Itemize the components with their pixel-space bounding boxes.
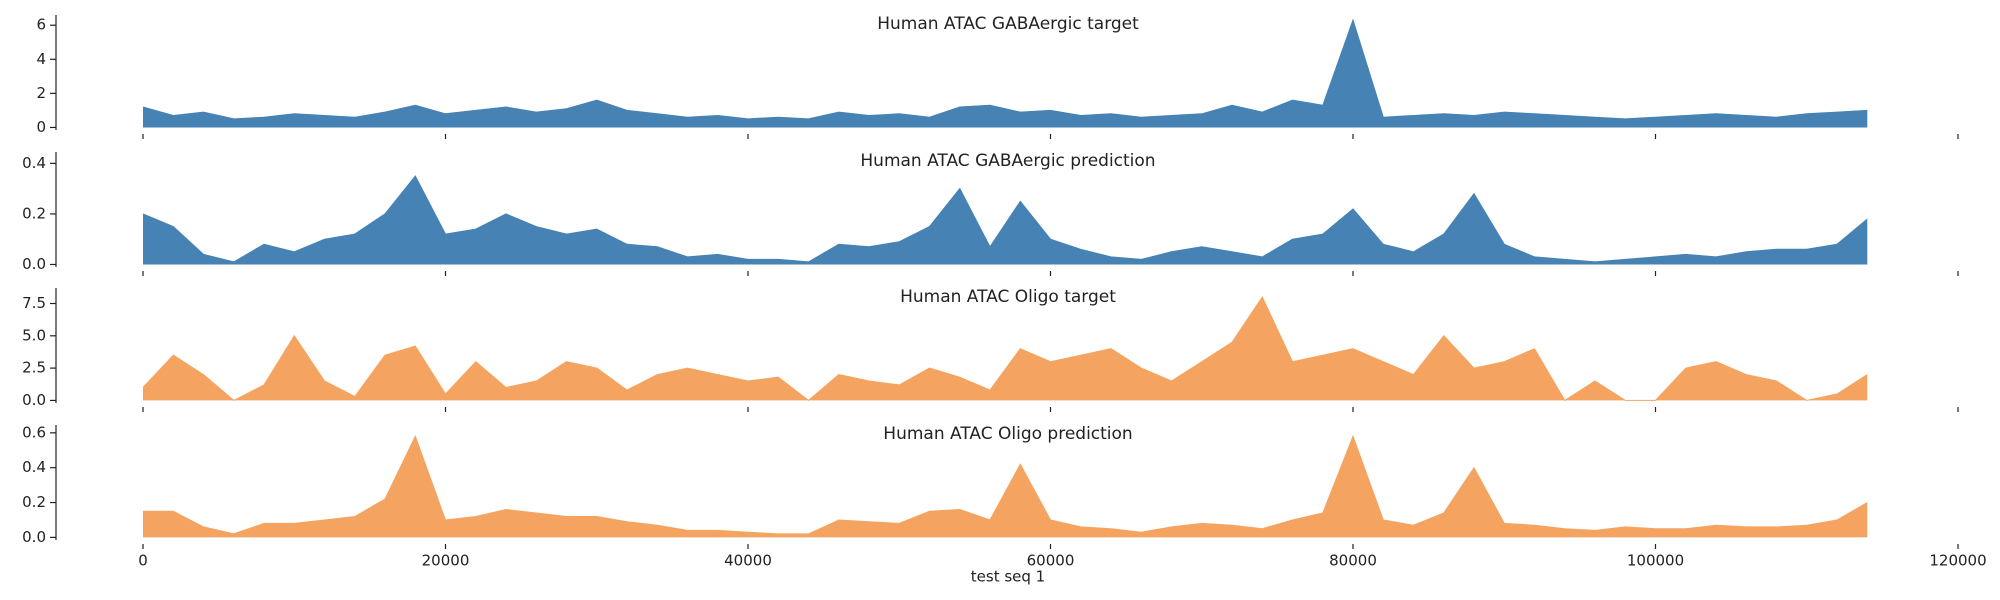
y-tick-label: 0.2: [22, 493, 46, 511]
y-tick-label: 0.4: [22, 458, 46, 476]
y-tick-label: 0.0: [22, 391, 46, 409]
x-tick-label: 100000: [1627, 552, 1684, 570]
area-line: [142, 175, 1868, 263]
area-fill: [143, 176, 1868, 265]
area-line: [142, 295, 1868, 402]
x-tick-label: 20000: [422, 552, 470, 570]
y-tick-label: 0: [36, 118, 46, 136]
panel-title: Human ATAC Oligo prediction: [883, 424, 1132, 444]
y-tick-label: 5.0: [22, 326, 46, 344]
x-tick-label: 80000: [1329, 552, 1377, 570]
x-axis-label: test seq 1: [971, 568, 1045, 586]
y-tick-label: 0.2: [22, 204, 46, 222]
x-tick-label: 120000: [1929, 552, 1986, 570]
y-tick-label: 2: [36, 84, 46, 102]
y-tick-label: 0.6: [22, 423, 46, 441]
area-fill: [143, 436, 1868, 538]
area-fill: [143, 297, 1868, 401]
y-tick-label: 2.5: [22, 359, 46, 377]
x-tick-label: 60000: [1027, 552, 1075, 570]
panel-title: Human ATAC GABAergic prediction: [860, 151, 1155, 171]
panel-title: Human ATAC Oligo target: [900, 287, 1116, 307]
y-tick-label: 0.0: [22, 255, 46, 273]
panel-title: Human ATAC GABAergic target: [877, 14, 1139, 34]
y-tick-label: 7.5: [22, 294, 46, 312]
y-tick-label: 6: [36, 16, 46, 34]
area-line: [143, 434, 1868, 535]
y-tick-label: 4: [36, 50, 46, 68]
y-tick-label: 0.0: [22, 528, 46, 546]
area-line: [142, 18, 1868, 120]
x-tick-label: 0: [138, 552, 148, 570]
x-tick-label: 40000: [724, 552, 772, 570]
area-fill: [143, 20, 1868, 128]
y-tick-label: 0.4: [22, 154, 46, 172]
